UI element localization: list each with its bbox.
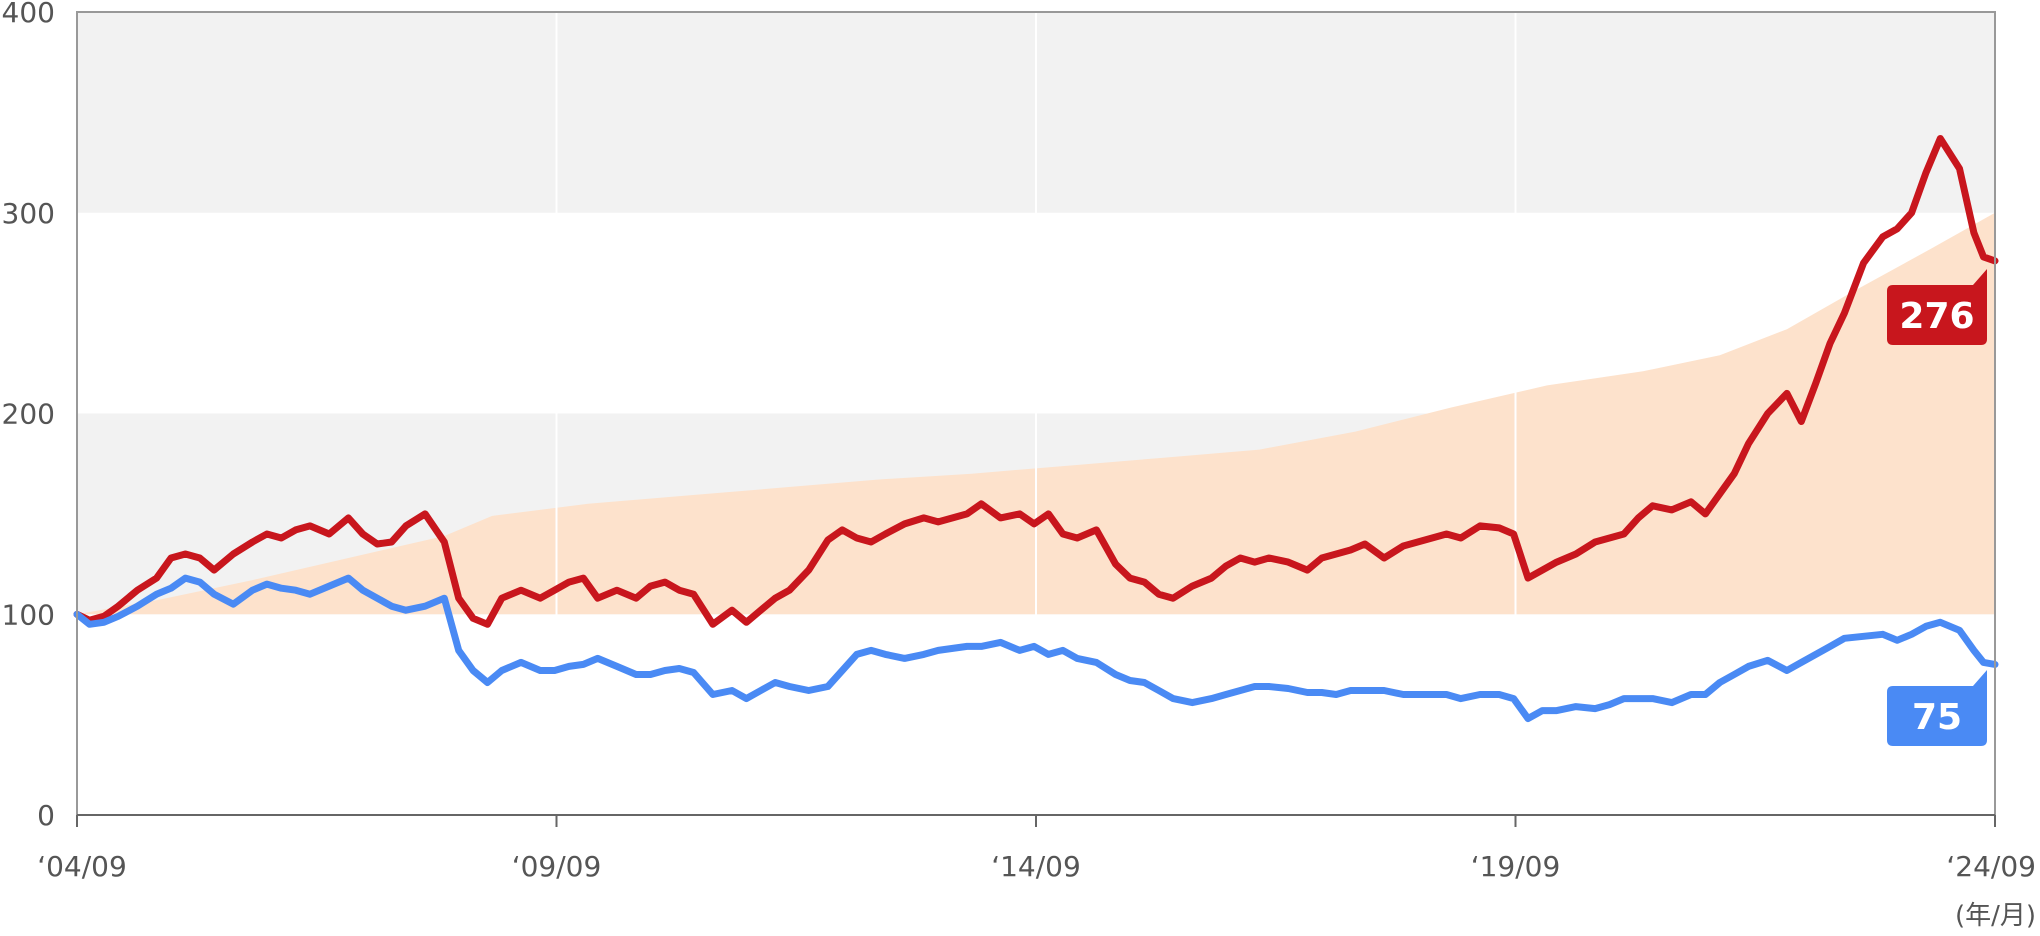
end-labels: 276 75	[1887, 269, 1987, 746]
x-unit-label: (年/月)	[1955, 901, 2036, 931]
x-tick-label: ‘19/09	[1471, 850, 1561, 883]
end-value-label-red: 276	[1899, 296, 1974, 337]
x-tick-label: ‘04/09	[37, 850, 127, 883]
end-label-box-red	[1887, 269, 1987, 345]
y-tick-label: 100	[2, 598, 55, 631]
series-line-blue	[73, 574, 1999, 723]
y-tick-label: 400	[2, 0, 55, 29]
x-tick-label: ‘09/09	[512, 850, 602, 883]
x-tick-label: ‘14/09	[991, 850, 1081, 883]
y-tick-label: 0	[37, 799, 55, 832]
y-tick-label: 200	[2, 398, 55, 431]
series-line-red	[73, 135, 1999, 628]
series-layer	[73, 135, 1999, 723]
end-label-box-blue	[1887, 670, 1987, 746]
end-value-label-blue: 75	[1912, 697, 1962, 738]
y-tick-label: 300	[2, 197, 55, 230]
grid-lines	[555, 12, 1517, 815]
x-tick-label: ‘24/09	[1946, 850, 2036, 883]
